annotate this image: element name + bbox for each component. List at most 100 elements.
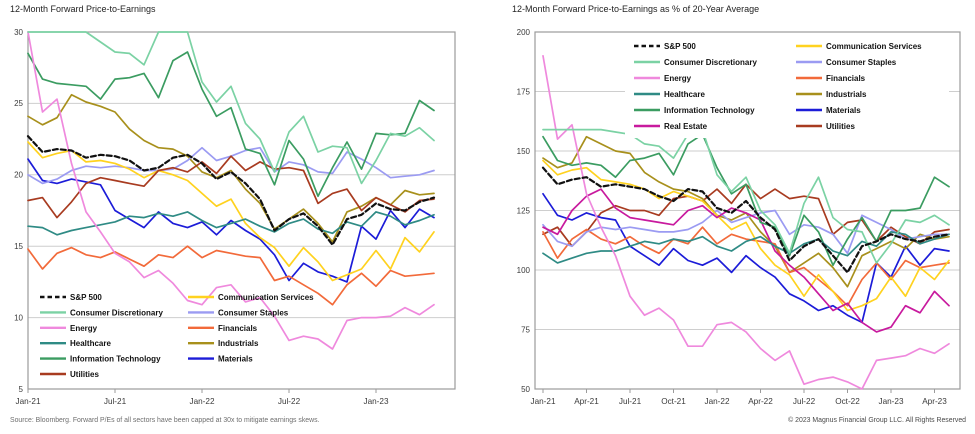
plot-border: [534, 31, 961, 390]
legend-item-s-p-500: S&P 500: [40, 293, 102, 302]
legend-label: Consumer Discretionary: [664, 58, 757, 67]
legend-background: [625, 36, 949, 138]
x-axis-tick-label: Jan-21: [530, 397, 555, 406]
chart-panel-forward-pe: 12-Month Forward Price-to-Earnings 5 10 15…: [0, 0, 487, 434]
series-line-real-estate: [542, 188, 950, 333]
legend-item-communication-services: Communication Services: [796, 42, 922, 51]
legend-item-financials: Financials: [796, 74, 866, 83]
x-axis-tick-label: Apr-21: [574, 397, 599, 406]
x-axis-tick-label: Jan-23: [878, 397, 903, 406]
y-axis-tick-label: 175: [517, 87, 531, 96]
legend-label: Utilities: [70, 370, 99, 379]
legend-item-consumer-discretionary: Consumer Discretionary: [634, 58, 757, 67]
series-line-financials: [27, 245, 435, 306]
series-line-communication-services: [542, 159, 950, 312]
series-line-consumer-staples: [542, 209, 950, 255]
x-axis-tick-label: Apr-23: [922, 397, 947, 406]
legend-label: Industrials: [826, 90, 867, 99]
chart-canvas-pe-vs-average: 50 75 100 125 150 175 200 Jan-21 Apr-21 Jul-21 Oct…: [517, 28, 961, 406]
series-line-energy: [27, 31, 435, 350]
series-line-industrials: [27, 93, 435, 243]
chart-title: 12-Month Forward Price-to-Earnings as % …: [512, 4, 760, 14]
legend-label: S&P 500: [664, 42, 696, 51]
y-axis-tick-label: 15: [14, 242, 23, 251]
legend-item-energy: Energy: [634, 74, 692, 83]
series-line-financials: [542, 226, 950, 307]
legend-item-healthcare: Healthcare: [40, 339, 111, 348]
legend-label: Consumer Staples: [826, 58, 897, 67]
legend-item-financials: Financials: [188, 324, 258, 333]
legend-label: S&P 500: [70, 293, 102, 302]
series-line-materials: [27, 158, 435, 283]
legend-label: Healthcare: [664, 90, 705, 99]
legend-item-energy: Energy: [40, 324, 98, 333]
x-axis-tick-label: Jul-21: [619, 397, 642, 406]
x-axis-tick-label: Jul-21: [104, 397, 127, 406]
y-axis-tick-label: 125: [517, 206, 531, 215]
y-axis-tick-label: 30: [14, 28, 23, 37]
legend-label: Energy: [70, 324, 98, 333]
legend-label: Communication Services: [218, 293, 314, 302]
x-axis-tick-label: Jul-22: [278, 397, 301, 406]
legend-item-consumer-discretionary: Consumer Discretionary: [40, 308, 163, 317]
x-axis-tick-label: Jan-22: [704, 397, 729, 406]
legend-label: Industrials: [218, 339, 259, 348]
x-axis-tick-label: Oct-22: [835, 397, 860, 406]
legend-label: Materials: [218, 355, 253, 364]
y-axis-tick-label: 10: [14, 313, 23, 322]
series-line-s-p-500: [541, 166, 951, 274]
y-axis-tick-label: 50: [521, 385, 530, 394]
legend-item-communication-services: Communication Services: [188, 293, 314, 302]
legend-label: Utilities: [826, 122, 855, 131]
series-line-consumer-discretionary: [27, 31, 435, 185]
legend-label: Information Technology: [664, 106, 755, 115]
legend-item-utilities: Utilities: [40, 370, 99, 379]
y-axis-tick-label: 100: [517, 266, 531, 275]
legend-item-utilities: Utilities: [796, 122, 855, 131]
legend-label: Consumer Staples: [218, 308, 289, 317]
y-axis-tick-label: 150: [517, 147, 531, 156]
series-line-s-p-500: [26, 135, 436, 246]
legend-item-healthcare: Healthcare: [634, 90, 705, 99]
legend-label: Financials: [218, 324, 258, 333]
legend-label: Real Estate: [664, 122, 708, 131]
x-axis-tick-label: Jan-21: [15, 397, 40, 406]
legend-label: Financials: [826, 74, 866, 83]
legend-label: Communication Services: [826, 42, 922, 51]
source-note: Source: Bloomberg. Forward P/Es of all s…: [10, 417, 320, 424]
series-line-information-technology: [542, 133, 950, 267]
legend-item-materials: Materials: [796, 106, 861, 115]
x-axis-tick-label: Jan-22: [189, 397, 214, 406]
legend-item-industrials: Industrials: [796, 90, 867, 99]
legend-item-consumer-staples: Consumer Staples: [188, 308, 289, 317]
legend-item-materials: Materials: [188, 355, 253, 364]
copyright-note: © 2023 Magnus Financial Group LLC. All R…: [788, 417, 966, 424]
legend-item-industrials: Industrials: [188, 339, 259, 348]
x-axis-tick-label: Oct-21: [661, 397, 686, 406]
y-axis-tick-label: 75: [521, 325, 530, 334]
chart-title: 12-Month Forward Price-to-Earnings: [10, 4, 156, 14]
legend-item-s-p-500: S&P 500: [634, 42, 696, 51]
plot-border: [27, 31, 456, 390]
chart-canvas-forward-pe: 5 10 15 20 25 30 Jan-21 Jul-21 Jan-22 Jul-22 Jan-2…: [14, 28, 456, 406]
x-axis-tick-label: Jan-23: [363, 397, 388, 406]
legend-item-information-technology: Information Technology: [634, 106, 755, 115]
x-axis-tick-label: Jul-22: [793, 397, 816, 406]
chart-panel-pe-vs-average: 12-Month Forward Price-to-Earnings as % …: [487, 0, 975, 434]
legend-item-consumer-staples: Consumer Staples: [796, 58, 897, 67]
legend-label: Energy: [664, 74, 692, 83]
series-line-healthcare: [542, 231, 950, 264]
legend-label: Information Technology: [70, 355, 161, 364]
y-axis-tick-label: 25: [14, 99, 23, 108]
x-axis-tick-label: Apr-22: [748, 397, 773, 406]
series-line-consumer-discretionary: [542, 128, 950, 264]
legend-label: Healthcare: [70, 339, 111, 348]
series-line-energy: [542, 54, 950, 390]
series-line-communication-services: [27, 141, 435, 282]
y-axis-tick-label: 200: [517, 28, 531, 37]
legend-item-real-estate: Real Estate: [634, 122, 708, 131]
series-line-information-technology: [27, 51, 435, 198]
y-axis-tick-label: 5: [19, 385, 24, 394]
series-line-utilities: [27, 155, 435, 219]
